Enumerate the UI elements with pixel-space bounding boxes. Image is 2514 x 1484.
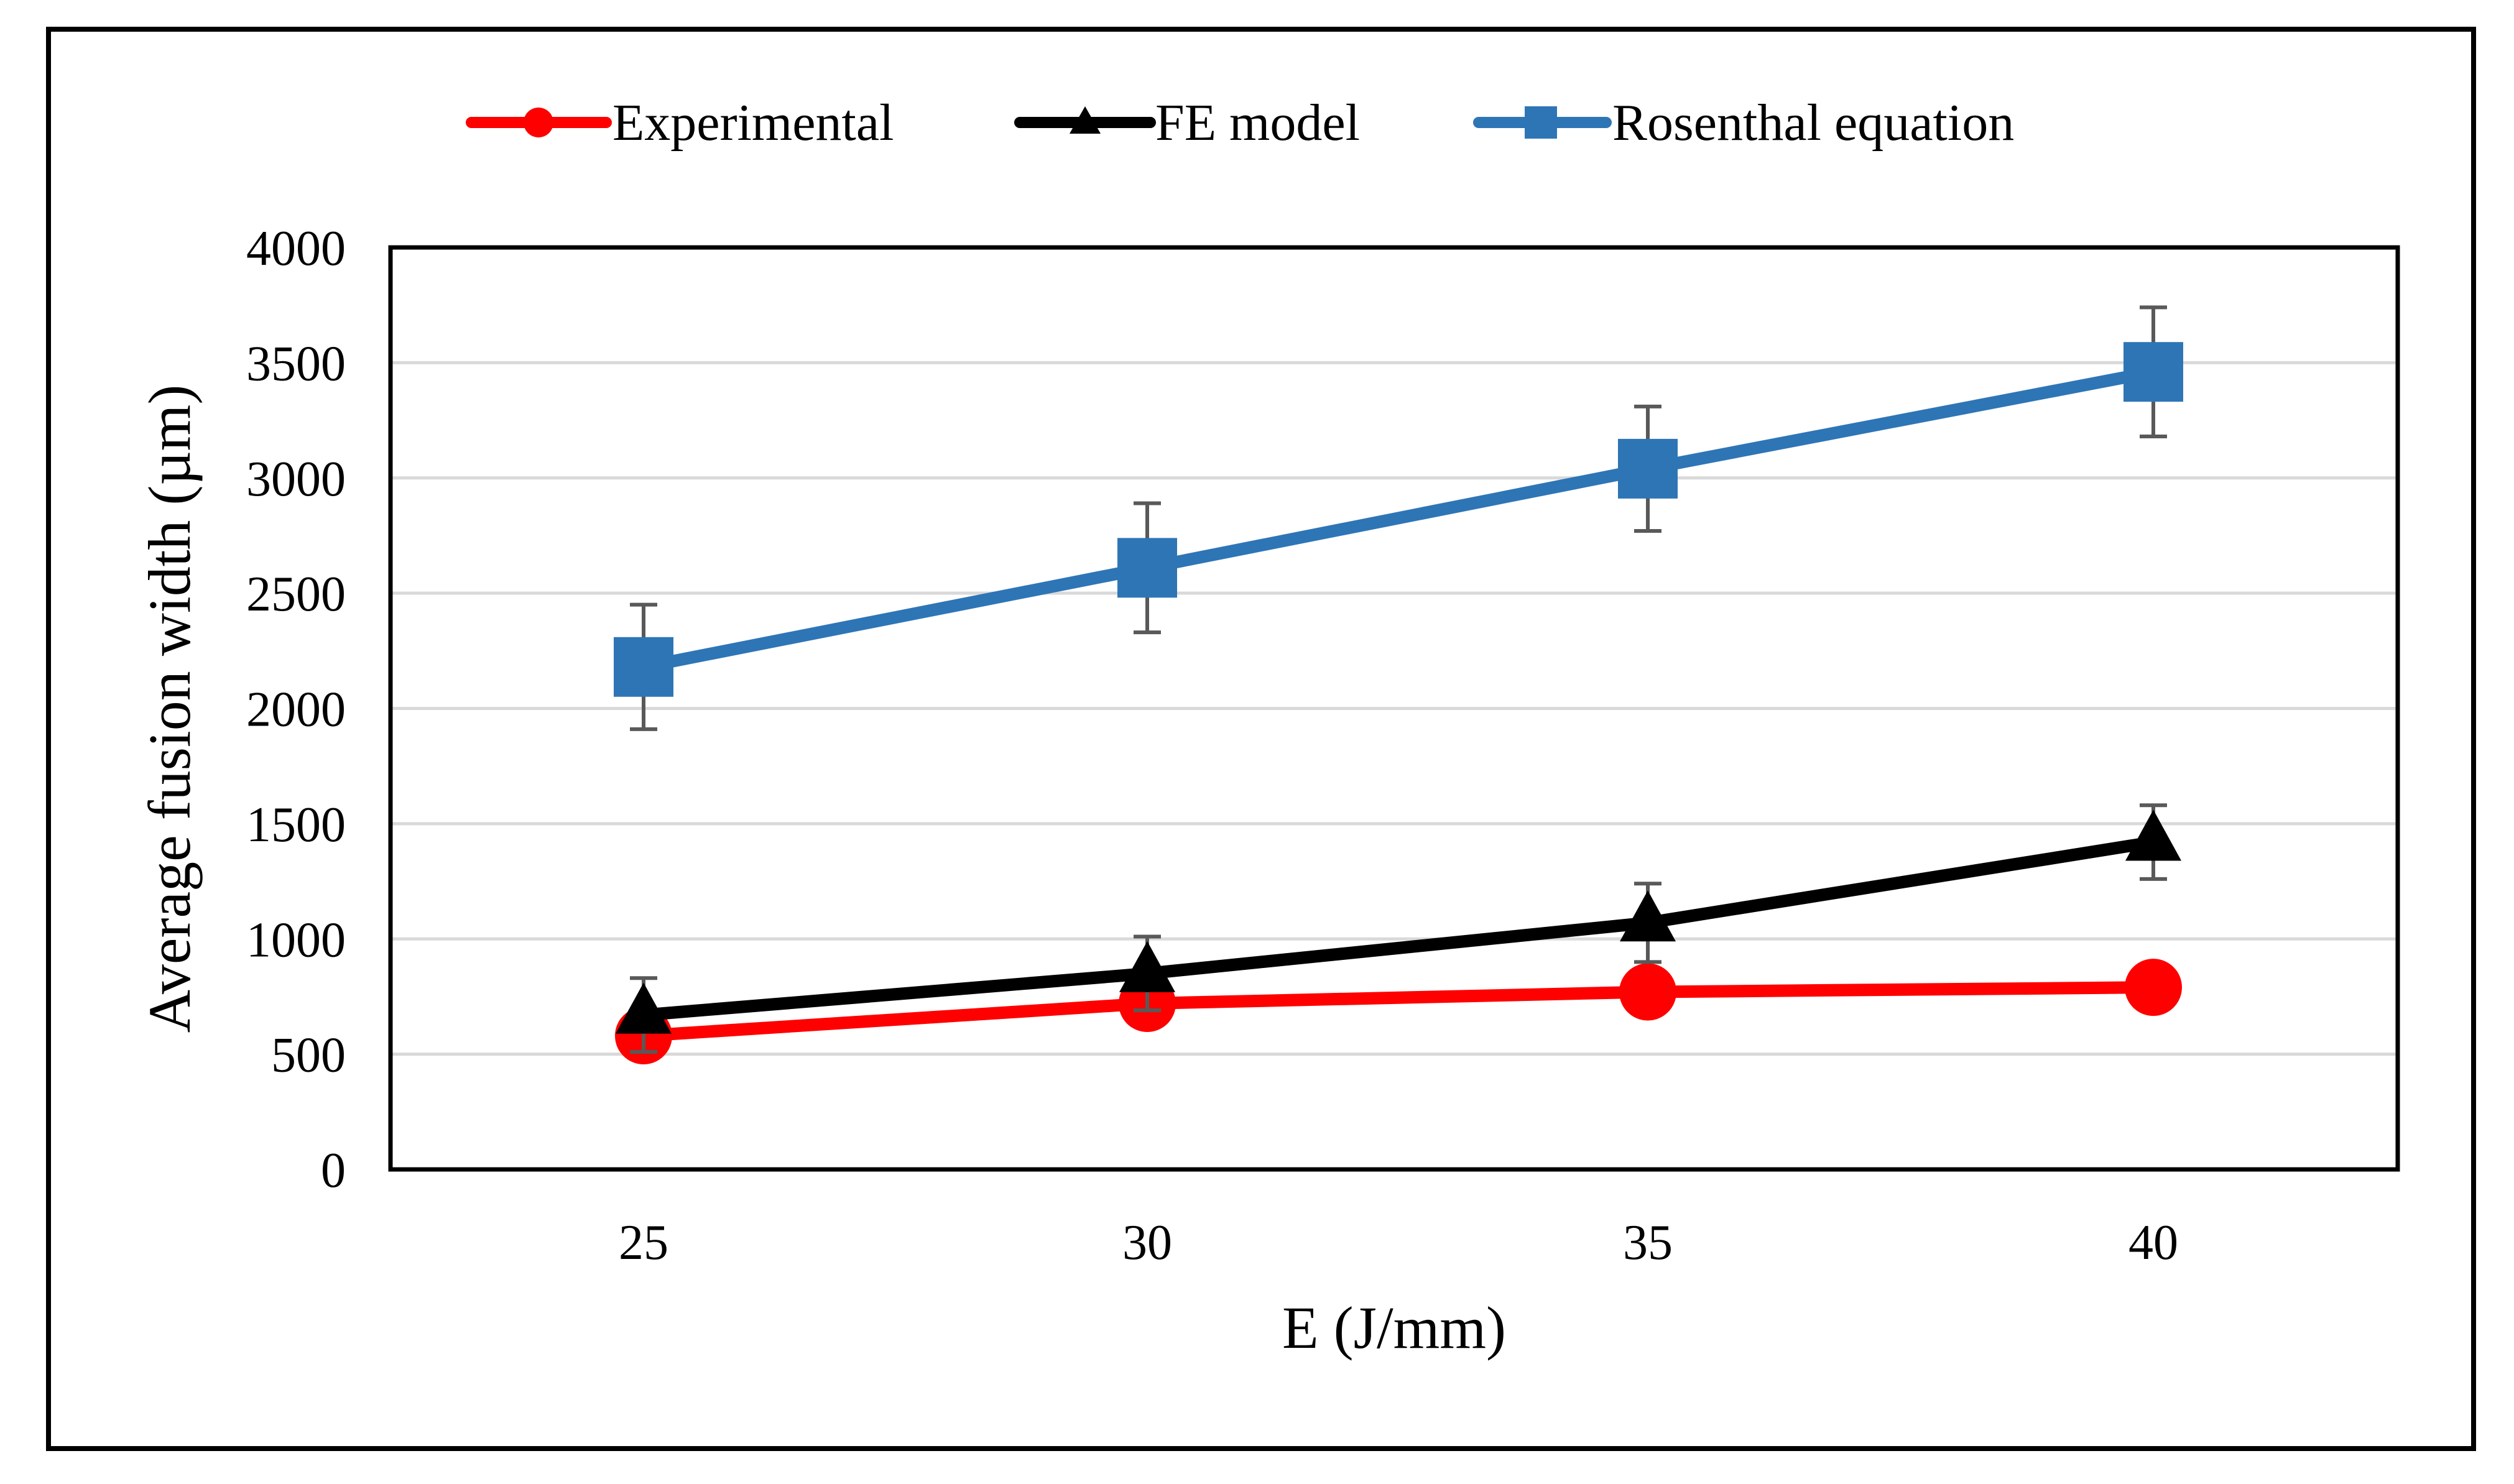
series-line-fe-model xyxy=(637,836,2160,1021)
data-point-fe-model-35 xyxy=(1620,890,1676,942)
series-layer xyxy=(614,305,2183,1064)
legend-label-rosenthal: Rosenthal equation xyxy=(1612,94,2014,152)
y-tick-label-4000: 4000 xyxy=(246,221,346,276)
x-tick-label-25: 25 xyxy=(619,1215,668,1270)
data-point-rosenthal-equation-30 xyxy=(1117,538,1177,598)
y-axis-ticks: 0 500 1000 1500 2000 2500 3000 3500 4000 xyxy=(246,221,346,1198)
legend: Experimental FE model Rosenthal equation xyxy=(466,94,2014,152)
data-point-rosenthal-equation-40 xyxy=(2123,342,2183,402)
plot-area-frame xyxy=(388,245,2400,1172)
series-fe-model xyxy=(616,803,2181,1054)
legend-label-experimental: Experimental xyxy=(612,94,894,152)
y-tick-label-1500: 1500 xyxy=(246,798,346,852)
x-axis-ticks: 25 30 35 40 xyxy=(619,1215,2178,1270)
series-rosenthal-equation xyxy=(614,305,2183,731)
data-point-rosenthal-equation-25 xyxy=(614,637,673,697)
y-tick-label-1000: 1000 xyxy=(246,913,346,967)
x-axis-title: E (J/mm) xyxy=(1282,1294,1506,1361)
legend-item-fe-model: FE model xyxy=(1014,94,1360,152)
data-point-experimental-35 xyxy=(1619,963,1676,1021)
x-tick-label-30: 30 xyxy=(1122,1215,1172,1270)
series-line-rosenthal-equation xyxy=(637,366,2160,673)
data-point-fe-model-30 xyxy=(1119,941,1175,992)
y-tick-label-2000: 2000 xyxy=(246,683,346,737)
y-tick-label-3000: 3000 xyxy=(246,452,346,507)
y-tick-label-500: 500 xyxy=(271,1028,346,1083)
legend-label-fe-model: FE model xyxy=(1155,94,1360,152)
y-axis-title: Average fusion width (µm) xyxy=(136,385,203,1033)
legend-item-rosenthal: Rosenthal equation xyxy=(1473,94,2014,152)
series-line-experimental xyxy=(637,981,2160,1042)
y-tick-label-2500: 2500 xyxy=(246,567,346,622)
outer-frame xyxy=(46,27,2476,1451)
x-tick-label-40: 40 xyxy=(2128,1215,2178,1270)
data-point-experimental-40 xyxy=(2125,959,2182,1016)
data-point-rosenthal-equation-35 xyxy=(1618,438,1678,499)
y-tick-label-0: 0 xyxy=(321,1143,346,1198)
legend-marker-experimental xyxy=(524,108,553,137)
gridlines xyxy=(391,361,2398,1056)
legend-marker-fe-model xyxy=(1070,106,1101,134)
data-point-fe-model-25 xyxy=(616,982,672,1034)
legend-marker-rosenthal xyxy=(1525,106,1557,139)
x-tick-label-35: 35 xyxy=(1623,1215,1673,1270)
y-tick-label-3500: 3500 xyxy=(246,336,346,391)
data-point-fe-model-40 xyxy=(2125,809,2181,861)
legend-item-experimental: Experimental xyxy=(466,94,894,152)
